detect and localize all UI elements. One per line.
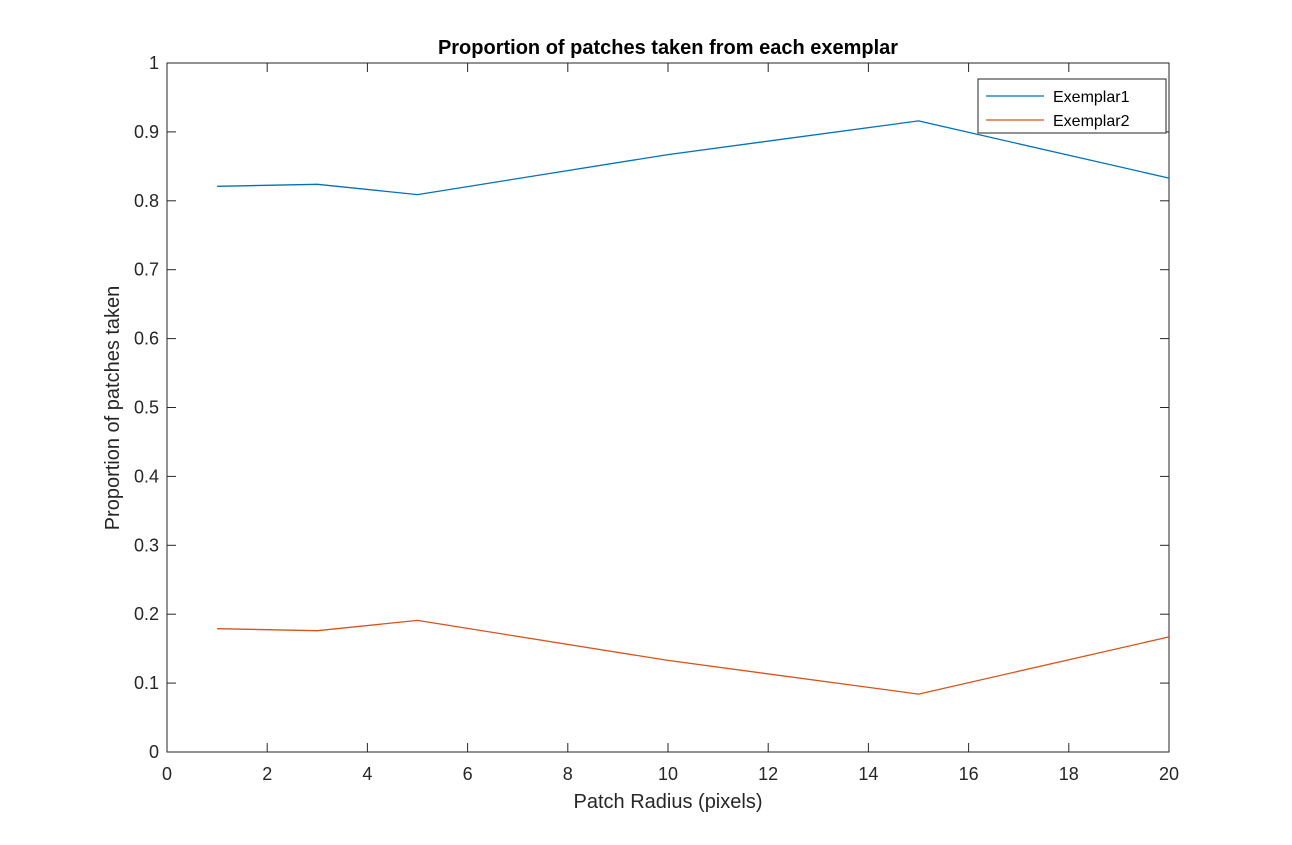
axis-ticks: 0 2 4 6 8 10 12 14 16 18 20 0 0.1 0.2 0.3 0.4 0.5 0.6 0.7 0… <box>134 53 1179 784</box>
x-tick-label: 14 <box>858 764 878 784</box>
plot-area <box>166 62 1170 753</box>
y-tick-label: 0 <box>149 742 159 762</box>
y-tick-label: 0.8 <box>134 191 159 211</box>
x-tick-label: 20 <box>1159 764 1179 784</box>
x-tick-label: 4 <box>362 764 372 784</box>
y-axis-label: Proportion of patches taken <box>102 286 124 531</box>
y-tick-label: 1 <box>149 53 159 73</box>
x-tick-label: 2 <box>262 764 272 784</box>
x-tick-label: 0 <box>162 764 172 784</box>
x-axis-label: Patch Radius (pixels) <box>574 791 763 813</box>
x-tick-label: 8 <box>563 764 573 784</box>
y-tick-label: 0.3 <box>134 535 159 555</box>
y-tick-label: 0.6 <box>134 329 159 349</box>
x-tick-label: 16 <box>959 764 979 784</box>
y-tick-label: 0.2 <box>134 604 159 624</box>
series-line-exemplar2 <box>217 619 1170 695</box>
x-tick-label: 12 <box>758 764 778 784</box>
x-tick-label: 6 <box>463 764 473 784</box>
series-lines <box>217 120 1170 695</box>
y-tick-label: 0.1 <box>134 673 159 693</box>
legend-box <box>977 78 1167 134</box>
series-line-exemplar1 <box>217 120 1170 196</box>
y-tick-label: 0.9 <box>134 122 159 142</box>
y-tick-label: 0.7 <box>134 260 159 280</box>
y-tick-label: 0.5 <box>134 398 159 418</box>
legend-label-exemplar1: Exemplar1 <box>1053 89 1130 106</box>
legend-label-exemplar2: Exemplar2 <box>1053 113 1130 130</box>
legend: Exemplar1 Exemplar2 <box>977 78 1167 134</box>
x-tick-label: 10 <box>658 764 678 784</box>
y-tick-label: 0.4 <box>134 466 159 486</box>
x-tick-label: 18 <box>1059 764 1079 784</box>
chart-title: Proportion of patches taken from each ex… <box>438 37 898 59</box>
